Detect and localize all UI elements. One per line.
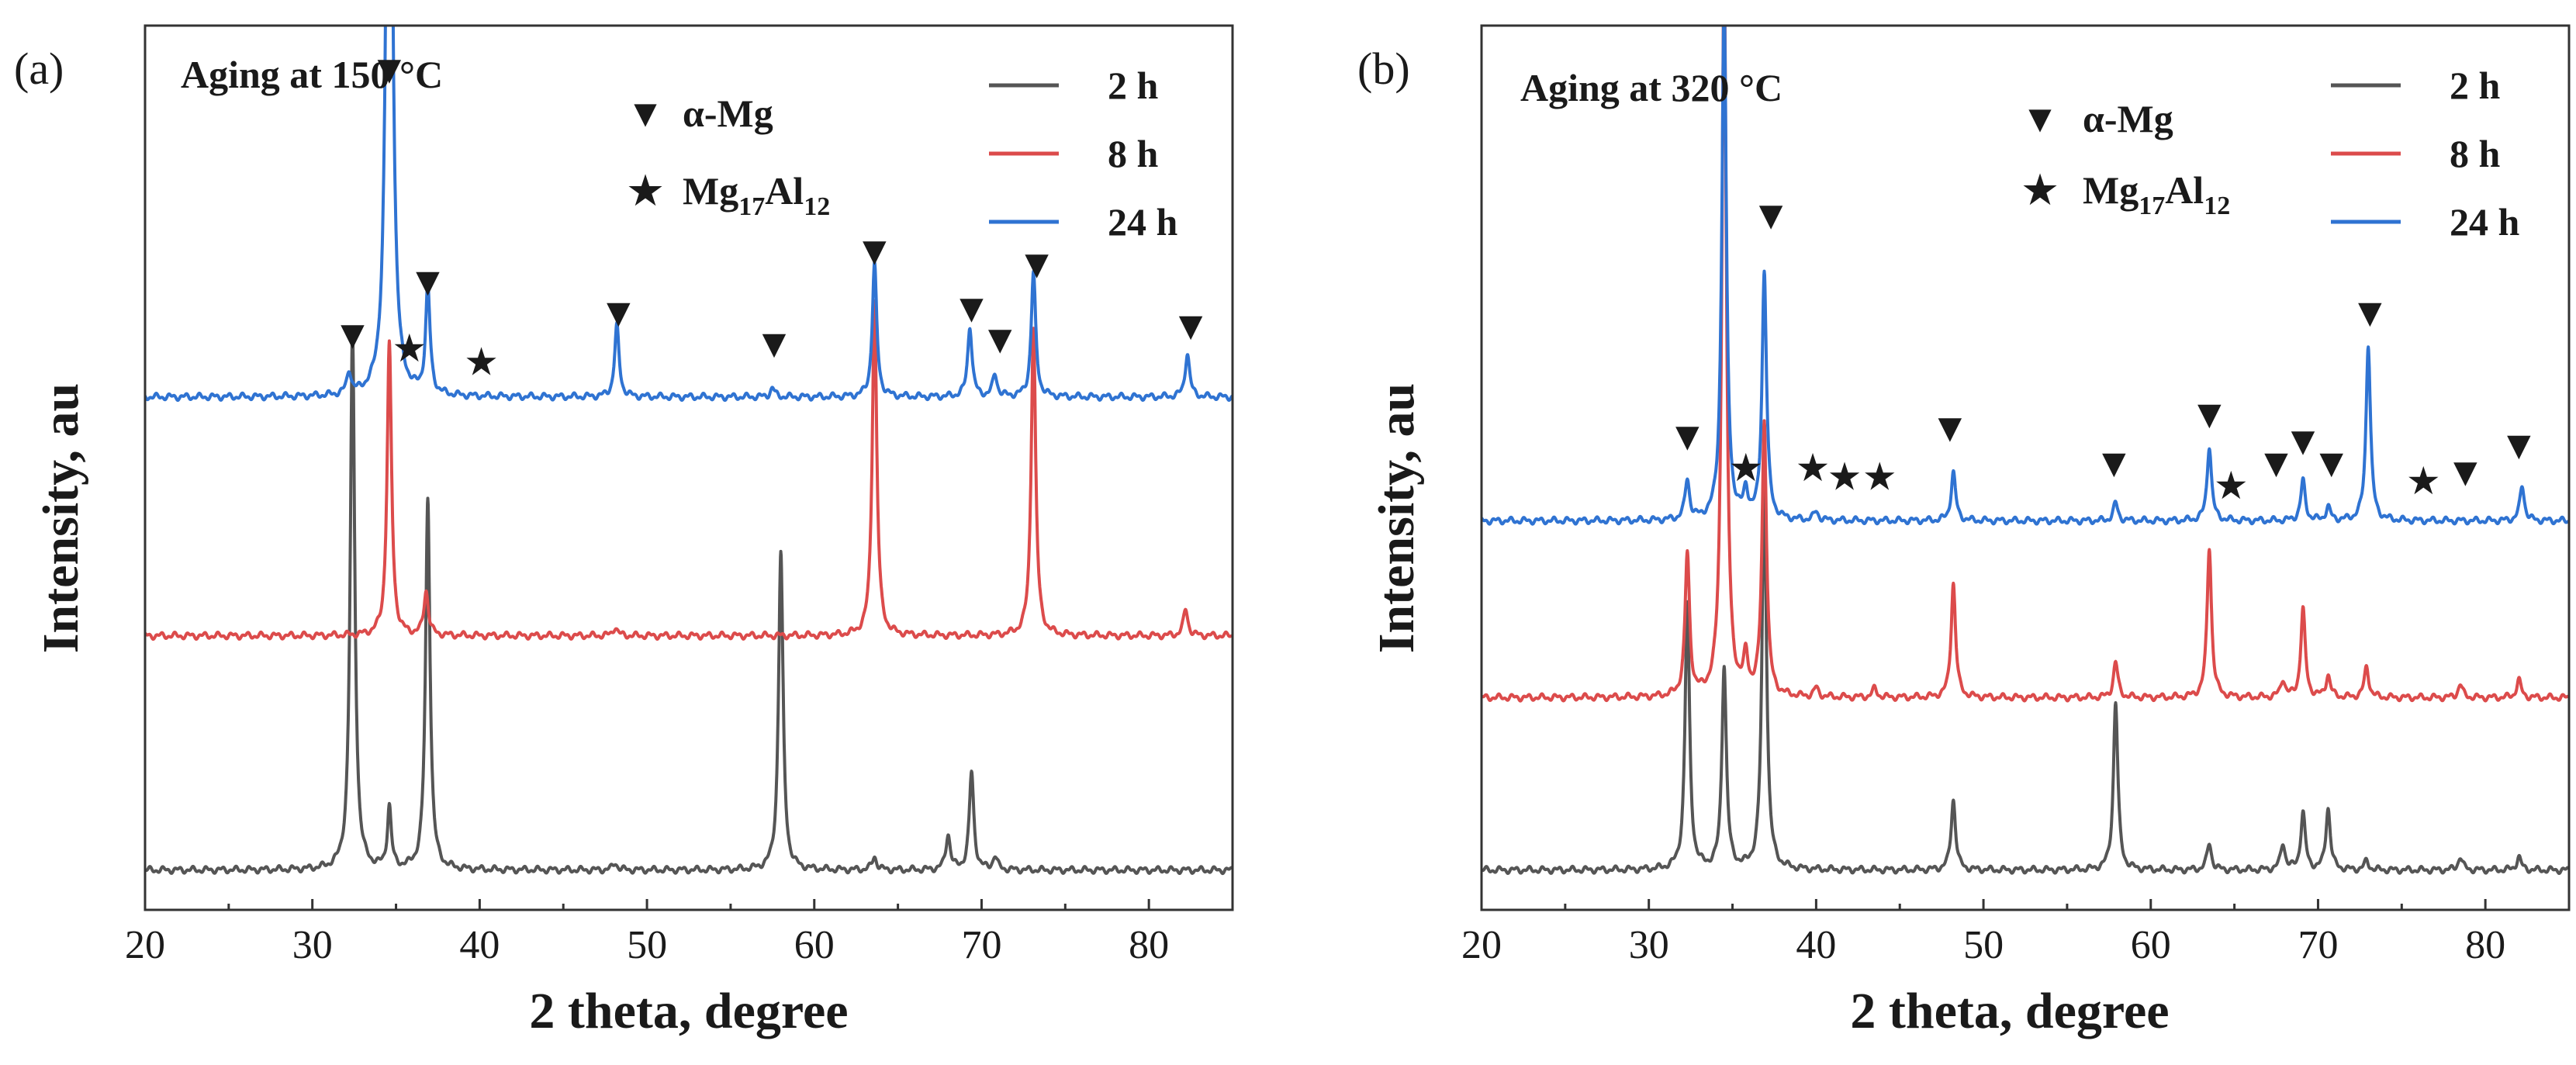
mg17al12-peak-marker: ★ — [392, 327, 427, 370]
phase-legend-label: Mg17Al12 — [2083, 168, 2230, 220]
phase-legend-symbol: ★ — [628, 169, 663, 213]
x-tick-label: 50 — [627, 923, 667, 967]
y-axis-label: Intensity, au — [1368, 383, 1425, 653]
alpha-mg-peak-marker: ▼ — [980, 318, 1019, 362]
mg17al12-peak-marker: ★ — [1862, 455, 1897, 499]
x-tick-label: 80 — [1129, 923, 1169, 967]
x-axis-label: 2 theta, degree — [1850, 983, 2169, 1039]
mg17al12-peak-marker: ★ — [464, 340, 499, 383]
panel-b: (b) Intensity, au 2 theta, degree ▼▼▼▼▼▼… — [1357, 24, 2571, 1039]
traces — [145, 26, 1233, 876]
legend-label-2h: 2 h — [1108, 64, 1159, 107]
y-axis-label: Intensity, au — [33, 383, 89, 653]
phase-legend-label-sub: 17 — [738, 192, 765, 221]
x-tick-label: 20 — [1461, 923, 1502, 967]
series-legend: 2 h 8 h 24 h — [2331, 64, 2520, 244]
alpha-mg-peak-marker: ▼ — [333, 313, 372, 358]
legend-label-24h: 24 h — [1108, 200, 1178, 244]
alpha-mg-peak-marker: ▼ — [599, 292, 638, 336]
mg17al12-peak-marker: ★ — [1827, 455, 1862, 499]
alpha-mg-peak-marker: ▼ — [2446, 451, 2485, 495]
alpha-mg-peak-marker: ▼ — [855, 230, 894, 274]
phase-legend-symbol: ▼ — [2021, 97, 2059, 140]
phase-legend-label-main: Al — [2165, 168, 2204, 212]
x-tick-label: 40 — [459, 923, 500, 967]
x-tick-label: 40 — [1796, 923, 1836, 967]
peak-annotations: ▼▼▼▼▼▼▼▼▼▼▼▼★★★★★★ — [1668, 194, 2539, 507]
alpha-mg-peak-marker: ▼ — [2256, 441, 2296, 486]
alpha-mg-peak-marker: ▼ — [2283, 420, 2322, 464]
series-line-24h — [1482, 26, 2569, 526]
x-tick-label: 80 — [2465, 923, 2505, 967]
phase-legend: ▼ α-Mg ★ Mg17Al12 — [626, 92, 830, 221]
phase-legend-label: Mg17Al12 — [683, 169, 830, 221]
panel-label: (b) — [1357, 43, 1410, 94]
phase-legend-symbol: ▼ — [626, 92, 665, 135]
mg17al12-peak-marker: ★ — [2406, 459, 2441, 503]
mg17al12-peak-marker: ★ — [1728, 446, 1763, 489]
mg17al12-peak-marker: ★ — [2214, 464, 2249, 507]
phase-legend-label: α-Mg — [2083, 97, 2173, 140]
x-ticks: 20 30 40 50 60 70 80 — [125, 899, 1169, 967]
phase-legend-label-sub: 17 — [2139, 192, 2165, 220]
alpha-mg-peak-marker: ▼ — [369, 48, 409, 92]
series-line-24h — [145, 26, 1233, 403]
series-line-2h — [145, 325, 1233, 876]
plot-area: ▼▼▼▼▼▼▼▼▼▼★ ★ 20 30 40 50 60 70 80 — [125, 24, 1234, 967]
alpha-mg-peak-marker: ▼ — [1668, 415, 1707, 459]
series-line-2h — [1482, 479, 2569, 875]
alpha-mg-peak-marker: ▼ — [952, 287, 991, 331]
alpha-mg-peak-marker: ▼ — [2350, 292, 2390, 336]
x-ticks: 20 30 40 50 60 70 80 — [1461, 899, 2505, 967]
phase-legend: ▼ α-Mg ★ Mg17Al12 — [2021, 97, 2230, 220]
x-tick-label: 50 — [1963, 923, 2004, 967]
series-line-8h — [145, 299, 1233, 641]
x-axis-label: 2 theta, degree — [529, 983, 848, 1039]
alpha-mg-peak-marker: ▼ — [2499, 424, 2539, 469]
plot-frame — [143, 24, 1234, 911]
phase-legend-symbol: ★ — [2023, 168, 2058, 212]
alpha-mg-peak-marker: ▼ — [1751, 194, 1790, 238]
legend-label-24h: 24 h — [2450, 200, 2520, 244]
x-tick-label: 70 — [2298, 923, 2338, 967]
plot-title: Aging at 320 °C — [1520, 66, 1782, 109]
x-tick-label: 70 — [961, 923, 1001, 967]
plot-frame — [1480, 24, 2571, 911]
x-tick-label: 30 — [292, 923, 333, 967]
series-line-8h — [1482, 26, 2569, 703]
panel-a: (a) Intensity, au 2 theta, degree ▼▼▼▼▼▼… — [14, 24, 1234, 1039]
legend-label-2h: 2 h — [2450, 64, 2501, 107]
legend-label-8h: 8 h — [2450, 132, 2501, 175]
phase-legend-label-sub: 12 — [804, 192, 830, 221]
plot-title: Aging at 150 °C — [181, 53, 443, 96]
alpha-mg-peak-marker: ▼ — [1930, 406, 1969, 451]
alpha-mg-peak-marker: ▼ — [1017, 243, 1056, 287]
traces — [1482, 26, 2569, 875]
x-tick-label: 60 — [2131, 923, 2171, 967]
legend-label-8h: 8 h — [1108, 132, 1159, 175]
alpha-mg-peak-marker: ▼ — [2094, 441, 2134, 486]
phase-legend-label: α-Mg — [683, 92, 773, 135]
mg17al12-peak-marker: ★ — [1796, 446, 1831, 489]
x-tick-label: 20 — [125, 923, 165, 967]
phase-legend-label-main: Mg — [683, 169, 738, 213]
phase-legend-label-main: Mg — [2083, 168, 2139, 212]
phase-legend-label-sub: 12 — [2204, 192, 2230, 220]
x-tick-label: 60 — [794, 923, 835, 967]
alpha-mg-peak-marker: ▼ — [1170, 305, 1210, 349]
panel-label: (a) — [14, 43, 64, 94]
alpha-mg-peak-marker: ▼ — [2190, 393, 2229, 437]
alpha-mg-peak-marker: ▼ — [754, 323, 794, 367]
peak-annotations: ▼▼▼▼▼▼▼▼▼▼★ ★ — [333, 48, 1211, 383]
alpha-mg-peak-marker: ▼ — [2311, 441, 2351, 486]
alpha-mg-peak-marker: ▼ — [408, 261, 448, 305]
series-legend: 2 h 8 h 24 h — [989, 64, 1178, 244]
x-tick-label: 30 — [1629, 923, 1669, 967]
phase-legend-label-main: Al — [765, 169, 804, 213]
